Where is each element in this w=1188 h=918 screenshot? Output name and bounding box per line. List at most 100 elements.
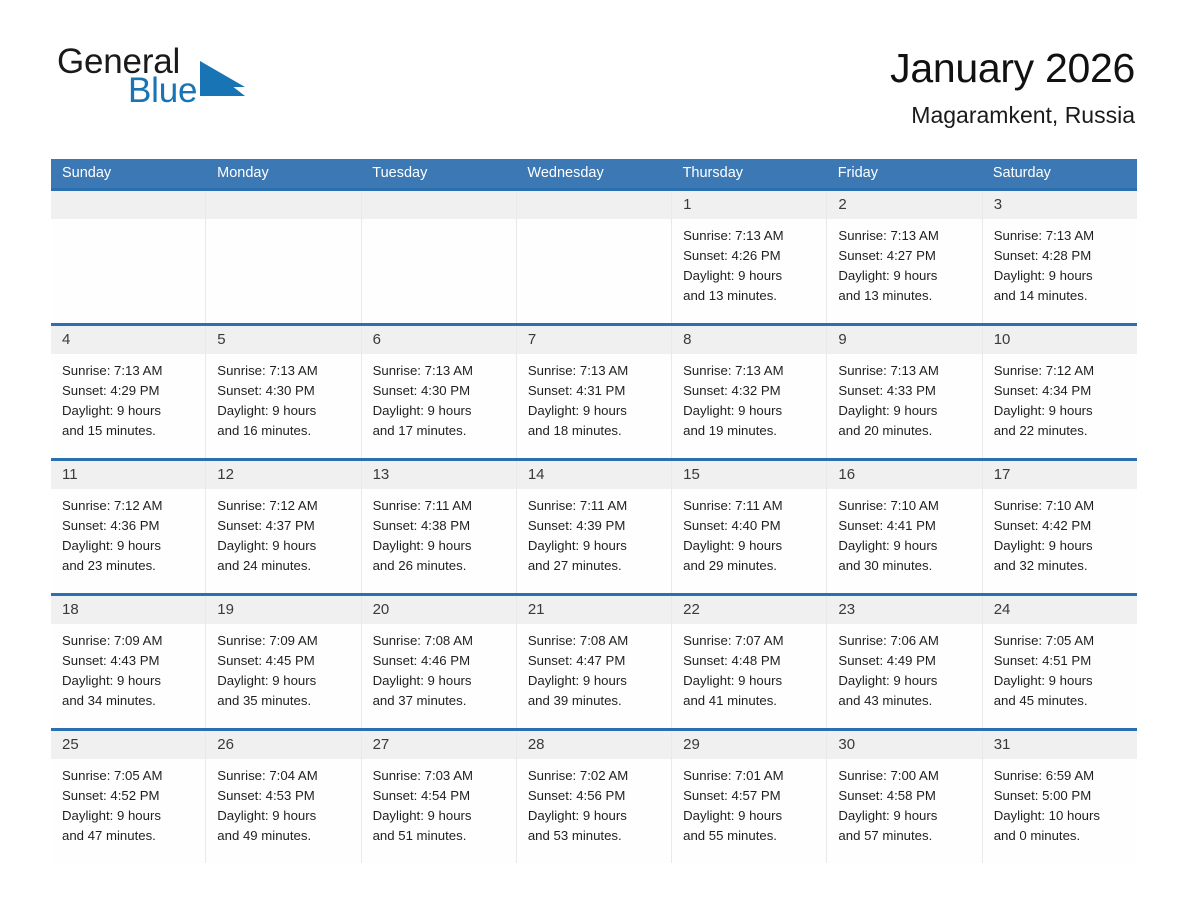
day-details: Sunrise: 7:13 AM Sunset: 4:33 PM Daylight:…: [827, 354, 981, 441]
day-cell[interactable]: 26 Sunrise: 7:04 AM Sunset: 4:53 PM Dayligh…: [206, 731, 362, 863]
day-cell[interactable]: 18 Sunrise: 7:09 AM Sunset: 4:43 PM Dayligh…: [51, 596, 207, 728]
sunrise-line: Sunrise: 6:59 AM: [993, 768, 1095, 783]
day-cell[interactable]: 21 Sunrise: 7:08 AM Sunset: 4:47 PM Dayligh…: [516, 596, 673, 728]
sunset-line: Sunset: 4:47 PM: [527, 653, 626, 668]
day-cell[interactable]: 16 Sunrise: 7:10 AM Sunset: 4:41 PM Dayligh…: [827, 461, 983, 593]
daylight-line: Daylight: 9 hours: [62, 403, 161, 418]
weekday-header-monday: Monday: [217, 165, 269, 181]
day-cell[interactable]: 31 Sunrise: 6:59 AM Sunset: 5:00 PM Dayligh…: [982, 731, 1137, 863]
daylight-line-cont: and 49 minutes.: [217, 828, 312, 843]
day-details: Sunrise: 7:13 AM Sunset: 4:27 PM Daylight:…: [827, 219, 981, 306]
day-cell[interactable]: 19 Sunrise: 7:09 AM Sunset: 4:45 PM Dayligh…: [206, 596, 362, 728]
day-cell[interactable]: 6 Sunrise: 7:13 AM Sunset: 4:30 PM Daylight…: [361, 326, 517, 458]
day-number-band: 16: [827, 461, 982, 489]
day-number-band: 23: [827, 596, 982, 624]
sunset-line: Sunset: 4:39 PM: [527, 518, 626, 533]
day-number-band: [361, 191, 516, 219]
day-number-band: 20: [361, 596, 516, 624]
day-number-band: 2: [827, 191, 982, 219]
day-cell[interactable]: 5 Sunrise: 7:13 AM Sunset: 4:30 PM Daylight…: [206, 326, 362, 458]
day-number-band: 22: [672, 596, 827, 624]
day-details: Sunrise: 7:08 AM Sunset: 4:47 PM Daylight:…: [517, 624, 671, 711]
day-number-band: 15: [672, 461, 827, 489]
day-cell[interactable]: 12 Sunrise: 7:12 AM Sunset: 4:37 PM Dayligh…: [206, 461, 362, 593]
day-number-band: [206, 191, 361, 219]
day-details: Sunrise: 7:13 AM Sunset: 4:30 PM Daylight:…: [362, 354, 516, 441]
day-number-band: 25: [51, 731, 206, 759]
day-cell[interactable]: 20 Sunrise: 7:08 AM Sunset: 4:46 PM Dayligh…: [361, 596, 517, 728]
daylight-line: Daylight: 9 hours: [683, 808, 783, 823]
daylight-line: Daylight: 9 hours: [838, 538, 938, 553]
day-cell[interactable]: 29 Sunrise: 7:01 AM Sunset: 4:57 PM Dayligh…: [672, 731, 828, 863]
daylight-line-cont: and 23 minutes.: [62, 558, 156, 573]
day-number-band: [51, 191, 206, 219]
day-number-band: 29: [672, 731, 827, 759]
day-cell[interactable]: 25 Sunrise: 7:05 AM Sunset: 4:52 PM Dayligh…: [51, 731, 207, 863]
sunrise-line: Sunrise: 7:05 AM: [993, 633, 1095, 648]
daylight-line-cont: and 39 minutes.: [527, 693, 622, 708]
daylight-line-cont: and 30 minutes.: [838, 558, 933, 573]
daylight-line-cont: and 17 minutes.: [372, 423, 467, 438]
day-cell[interactable]: 11 Sunrise: 7:12 AM Sunset: 4:36 PM Dayligh…: [51, 461, 207, 593]
day-number-band: 30: [827, 731, 982, 759]
day-number-band: 26: [206, 731, 361, 759]
sunrise-line: Sunrise: 7:13 AM: [527, 363, 629, 378]
day-number: 13: [372, 466, 390, 483]
day-number: 3: [993, 196, 1003, 213]
day-cell[interactable]: 27 Sunrise: 7:03 AM Sunset: 4:54 PM Dayligh…: [361, 731, 517, 863]
sunset-line: Sunset: 4:52 PM: [62, 788, 160, 803]
day-cell[interactable]: 8 Sunrise: 7:13 AM Sunset: 4:32 PM Daylight…: [672, 326, 828, 458]
sunrise-line: Sunrise: 7:08 AM: [527, 633, 629, 648]
day-cell[interactable]: 2 Sunrise: 7:13 AM Sunset: 4:27 PM Daylight…: [827, 191, 983, 323]
day-cell[interactable]: 13 Sunrise: 7:11 AM Sunset: 4:38 PM Dayligh…: [361, 461, 517, 593]
daylight-line: Daylight: 9 hours: [527, 538, 627, 553]
day-details: Sunrise: 7:08 AM Sunset: 4:46 PM Daylight:…: [362, 624, 516, 711]
day-number: 5: [217, 331, 226, 348]
logo-text-general: General: [57, 42, 181, 81]
day-details: Sunrise: 7:06 AM Sunset: 4:49 PM Daylight:…: [827, 624, 981, 711]
week-row: 1 Sunrise: 7:13 AM Sunset: 4:26 PM Daylight…: [51, 188, 1137, 323]
page-title: January 2026: [890, 45, 1135, 91]
daylight-line-cont: and 35 minutes.: [217, 693, 312, 708]
daylight-line: Daylight: 9 hours: [838, 808, 938, 823]
day-number: 27: [372, 736, 390, 753]
day-number: 4: [62, 331, 71, 348]
sunrise-line: Sunrise: 7:01 AM: [683, 768, 784, 783]
day-cell[interactable]: 1 Sunrise: 7:13 AM Sunset: 4:26 PM Daylight…: [672, 191, 828, 323]
day-cell[interactable]: 28 Sunrise: 7:02 AM Sunset: 4:56 PM Dayligh…: [516, 731, 673, 863]
sunset-line: Sunset: 4:30 PM: [217, 383, 315, 398]
day-cell[interactable]: 17 Sunrise: 7:10 AM Sunset: 4:42 PM Dayligh…: [982, 461, 1137, 593]
day-cell[interactable]: 7 Sunrise: 7:13 AM Sunset: 4:31 PM Daylight…: [516, 326, 673, 458]
day-cell[interactable]: 4 Sunrise: 7:13 AM Sunset: 4:29 PM Daylight…: [51, 326, 207, 458]
day-cell[interactable]: 30 Sunrise: 7:00 AM Sunset: 4:58 PM Dayligh…: [827, 731, 983, 863]
weekday-header-friday: Friday: [837, 165, 878, 181]
day-cell[interactable]: 24 Sunrise: 7:05 AM Sunset: 4:51 PM Dayligh…: [982, 596, 1137, 728]
day-number: 30: [838, 736, 856, 753]
day-cell[interactable]: 3 Sunrise: 7:13 AM Sunset: 4:28 PM Daylight…: [982, 191, 1137, 323]
day-details: Sunrise: 7:02 AM Sunset: 4:56 PM Daylight:…: [517, 759, 671, 846]
daylight-line: Daylight: 9 hours: [838, 673, 938, 688]
day-cell[interactable]: 23 Sunrise: 7:06 AM Sunset: 4:49 PM Dayligh…: [827, 596, 983, 728]
day-number-band: 8: [672, 326, 827, 354]
sunrise-line: Sunrise: 7:11 AM: [683, 498, 783, 513]
day-cell[interactable]: 15 Sunrise: 7:11 AM Sunset: 4:40 PM Dayligh…: [672, 461, 828, 593]
daylight-line: Daylight: 9 hours: [993, 403, 1093, 418]
day-number-band: 3: [982, 191, 1137, 219]
daylight-line: Daylight: 9 hours: [372, 808, 472, 823]
daylight-line-cont: and 27 minutes.: [527, 558, 622, 573]
daylight-line: Daylight: 9 hours: [993, 538, 1093, 553]
day-number: 23: [838, 601, 856, 618]
day-cell-empty: [361, 191, 517, 323]
day-cell[interactable]: 10 Sunrise: 7:12 AM Sunset: 4:34 PM Dayligh…: [982, 326, 1137, 458]
day-cell[interactable]: 14 Sunrise: 7:11 AM Sunset: 4:39 PM Dayligh…: [516, 461, 673, 593]
day-details: Sunrise: 7:00 AM Sunset: 4:58 PM Daylight:…: [827, 759, 981, 846]
general-blue-logo[interactable]: General Blue: [53, 44, 353, 124]
sunset-line: Sunset: 4:57 PM: [683, 788, 781, 803]
day-details: Sunrise: 7:05 AM Sunset: 4:51 PM Daylight:…: [983, 624, 1137, 711]
day-cell[interactable]: 22 Sunrise: 7:07 AM Sunset: 4:48 PM Dayligh…: [672, 596, 828, 728]
daylight-line-cont: and 14 minutes.: [993, 288, 1088, 303]
day-cell[interactable]: 9 Sunrise: 7:13 AM Sunset: 4:33 PM Daylight…: [827, 326, 983, 458]
sunrise-line: Sunrise: 7:00 AM: [838, 768, 939, 783]
day-number-band: 27: [361, 731, 516, 759]
daylight-line-cont: and 24 minutes.: [217, 558, 312, 573]
